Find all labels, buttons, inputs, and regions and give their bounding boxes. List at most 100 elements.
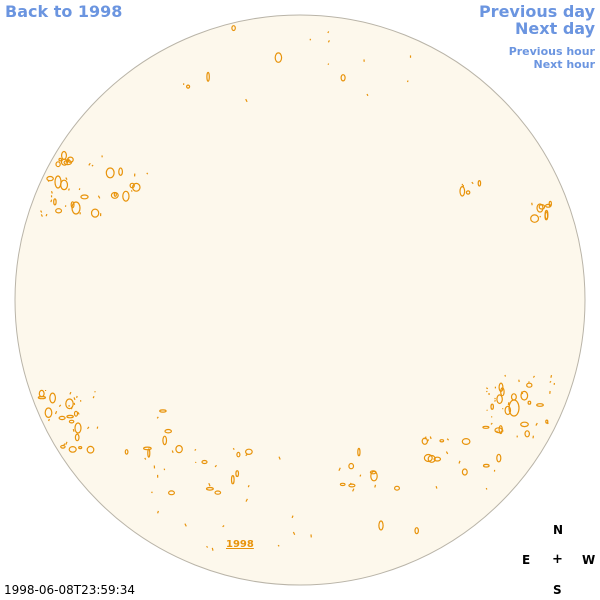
contour-mark <box>352 488 355 492</box>
contour-mark <box>278 456 281 460</box>
contour-mark <box>69 391 72 395</box>
contour-mark <box>124 449 129 455</box>
contour-mark <box>504 405 512 416</box>
contour-mark <box>201 459 208 465</box>
contour-mark <box>230 475 235 485</box>
previous-hour-link[interactable]: Previous hour <box>508 45 595 58</box>
contour-mark <box>245 98 248 103</box>
contour-loop <box>508 399 520 417</box>
contour-loop <box>54 175 62 189</box>
contour-mark <box>527 400 532 405</box>
contour-mark <box>144 457 147 460</box>
contour-mark <box>459 186 466 197</box>
contour-mark <box>550 374 553 378</box>
contour-mark <box>55 161 61 168</box>
contour-mark <box>429 436 432 440</box>
contour-mark <box>186 84 191 89</box>
year-link[interactable]: 1998 <box>226 539 254 550</box>
contour-mark <box>118 167 123 177</box>
contour-mark <box>205 486 214 491</box>
contour-mark <box>76 395 78 398</box>
contour-mark <box>494 397 496 400</box>
contour-mark <box>359 474 362 477</box>
contour-mark <box>222 525 225 528</box>
contour-mark <box>50 191 53 194</box>
contour-mark <box>68 419 75 424</box>
contour-mark <box>485 387 489 390</box>
contour-mark <box>339 482 346 487</box>
contour-mark <box>291 515 294 519</box>
contour-mark <box>496 394 503 405</box>
contour-mark <box>194 448 197 451</box>
contour-mark <box>498 382 504 393</box>
contour-mark <box>175 444 183 454</box>
contour-mark <box>348 462 355 470</box>
contour-mark <box>214 464 217 468</box>
contour-mark <box>77 411 80 415</box>
contour-mark <box>40 214 43 217</box>
contour-mark <box>63 443 66 446</box>
contour-mark <box>507 402 510 406</box>
contour-mark <box>236 451 241 458</box>
contour-mark <box>157 510 159 514</box>
contour-mark <box>97 195 101 199</box>
back-to-year-link[interactable]: Back to 1998 <box>5 2 123 21</box>
contour-mark <box>494 427 503 434</box>
contour-mark <box>55 208 63 214</box>
contour-mark <box>536 403 544 407</box>
contour-mark <box>406 80 409 83</box>
contour-mark <box>129 182 135 189</box>
contour-mark <box>184 523 187 527</box>
contour-mark <box>74 433 80 442</box>
contour-mark <box>49 392 56 404</box>
contour-mark <box>45 213 48 217</box>
contour-mark <box>471 181 474 185</box>
observation-timestamp: 1998-06-08T23:59:34 <box>4 583 135 597</box>
contour-mark <box>235 470 240 478</box>
contour-mark <box>73 397 76 401</box>
contour-mark <box>146 172 149 175</box>
contour-mark <box>531 202 533 206</box>
contour-mark <box>496 453 502 463</box>
contour-mark <box>58 415 66 421</box>
contour-mark <box>58 404 62 407</box>
contour-mark <box>50 199 53 203</box>
next-day-link[interactable]: Next day <box>515 19 595 38</box>
contour-mark <box>122 190 130 202</box>
contour-mark <box>206 545 209 548</box>
contour-mark <box>206 71 210 82</box>
contour-mark <box>435 486 438 489</box>
contour-mark <box>40 210 43 213</box>
contour-mark <box>60 158 69 166</box>
contour-mark <box>338 467 341 471</box>
contour-loop <box>536 203 544 213</box>
contour-mark <box>524 430 531 438</box>
contour-mark <box>214 490 222 495</box>
previous-day-link[interactable]: Previous day <box>478 2 595 21</box>
contour-mark <box>232 447 235 451</box>
contour-mark <box>532 375 536 378</box>
contour-mark <box>156 416 159 419</box>
contour-mark <box>366 93 369 97</box>
contour-mark <box>60 444 66 449</box>
contour-mark <box>545 419 549 424</box>
contour-mark <box>91 164 94 167</box>
contour-mark <box>520 421 529 428</box>
contour-mark <box>530 214 540 223</box>
contour-mark <box>520 390 529 401</box>
contour-mark <box>58 157 63 162</box>
contour-mark <box>78 446 83 450</box>
contour-mark <box>327 63 330 66</box>
compass-south: S <box>553 583 562 597</box>
contour-mark <box>490 403 495 410</box>
contour-mark <box>78 188 81 191</box>
contour-mark <box>168 490 176 496</box>
contour-mark <box>113 192 117 197</box>
contour-mark <box>465 190 471 195</box>
contour-mark <box>244 448 253 455</box>
solar-disk <box>14 14 586 586</box>
contour-mark <box>142 446 152 451</box>
next-hour-link[interactable]: Next hour <box>533 58 596 71</box>
contour-mark <box>458 460 461 464</box>
compass-west: W <box>582 553 596 567</box>
